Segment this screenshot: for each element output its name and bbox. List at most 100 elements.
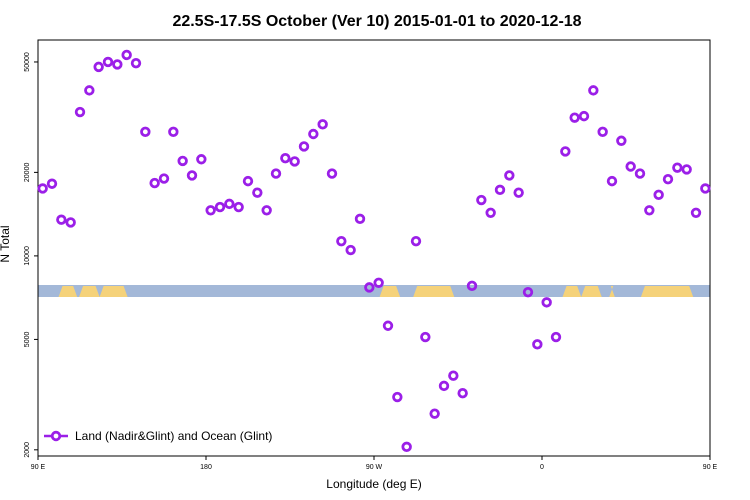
plot-frame: [37, 39, 711, 457]
data-point: [354, 213, 366, 225]
data-point: [317, 119, 328, 130]
data-point: [326, 168, 338, 179]
data-point: [392, 391, 403, 403]
data-point: [569, 112, 580, 123]
data-point: [690, 207, 702, 218]
data-point: [401, 441, 412, 453]
x-tick-label: 180: [200, 464, 212, 471]
ocean-band: [38, 285, 710, 297]
y-tick-label: 2000: [24, 442, 31, 458]
data-point: [457, 387, 468, 399]
data-point: [93, 61, 104, 73]
data-point: [46, 178, 58, 189]
data-point: [588, 85, 599, 96]
data-point: [84, 85, 95, 96]
legend-label: Land (Nadir&Glint) and Ocean (Glint): [75, 429, 272, 443]
data-point: [466, 280, 478, 292]
data-point: [410, 235, 422, 247]
data-point: [233, 201, 244, 213]
data-point: [494, 184, 506, 196]
data-point: [532, 339, 543, 350]
x-axis-label: Longitude (deg E): [326, 477, 421, 491]
land-band: [379, 286, 401, 297]
data-point: [214, 201, 226, 213]
data-point: [242, 175, 254, 187]
data-point: [224, 198, 235, 210]
data-point: [550, 331, 562, 343]
data-point: [196, 154, 207, 165]
x-tick-label: 90 E: [31, 464, 46, 471]
legend-marker: [50, 430, 62, 442]
land-band: [413, 286, 455, 297]
data-point: [168, 126, 179, 138]
land-band: [609, 286, 615, 297]
data-point: [65, 217, 76, 228]
data-point: [513, 187, 524, 198]
x-tick-label: 90 E: [703, 464, 718, 471]
data-point: [373, 277, 384, 288]
data-point: [308, 128, 319, 140]
land-band: [79, 286, 100, 297]
x-tick-label: 90 W: [366, 464, 383, 471]
data-point: [112, 59, 123, 70]
data-point: [130, 57, 142, 69]
x-tick-label: 0: [540, 464, 544, 471]
data-point: [672, 162, 683, 173]
y-tick-label: 5000: [24, 332, 31, 348]
data-point: [345, 244, 356, 256]
data-point: [448, 370, 459, 381]
data-point: [121, 49, 132, 61]
data-point: [644, 205, 655, 216]
land-band: [58, 286, 78, 297]
data-point: [280, 152, 291, 164]
land-band: [640, 286, 694, 297]
data-point: [429, 408, 440, 419]
data-point: [522, 286, 534, 298]
data-point: [606, 175, 618, 187]
data-point: [700, 183, 711, 194]
data-point: [56, 214, 67, 225]
data-point: [653, 189, 664, 201]
data-point: [662, 173, 674, 185]
data-point: [149, 177, 160, 189]
data-point: [205, 205, 216, 216]
data-point: [616, 135, 627, 146]
data-point: [140, 126, 151, 138]
plot-area: 90 E 180 90 W 0 90 E20005000100002000050000L…: [24, 39, 718, 471]
data-point: [74, 106, 86, 118]
data-point: [37, 183, 48, 194]
data-point: [177, 155, 188, 167]
data-point: [560, 146, 571, 157]
data-point: [298, 141, 310, 152]
y-tick-label: 50000: [24, 52, 31, 72]
chart-title: 22.5S-17.5S October (Ver 10) 2015-01-01 …: [172, 13, 581, 30]
data-point: [504, 170, 515, 181]
data-point: [476, 194, 487, 206]
data-point: [438, 380, 450, 392]
data-point: [252, 187, 263, 198]
land-band: [562, 286, 582, 297]
data-point: [270, 168, 282, 179]
data-point: [102, 56, 114, 68]
data-point: [261, 205, 272, 216]
data-point: [186, 170, 198, 181]
data-point: [485, 207, 496, 218]
y-tick-label: 20000: [24, 163, 31, 183]
land-band: [99, 286, 128, 297]
data-point: [382, 320, 394, 331]
data-point: [541, 297, 552, 308]
data-point: [289, 156, 300, 167]
data-point: [625, 161, 636, 172]
data-point: [634, 168, 646, 179]
data-point: [681, 164, 692, 175]
data-point: [578, 110, 590, 122]
data-point: [420, 331, 431, 343]
data-point: [597, 126, 608, 138]
data-point: [158, 173, 170, 184]
y-axis-label: N Total: [0, 225, 12, 262]
data-point: [336, 235, 347, 247]
land-band: [581, 286, 602, 297]
y-tick-label: 10000: [24, 246, 31, 266]
data-point: [364, 282, 375, 293]
